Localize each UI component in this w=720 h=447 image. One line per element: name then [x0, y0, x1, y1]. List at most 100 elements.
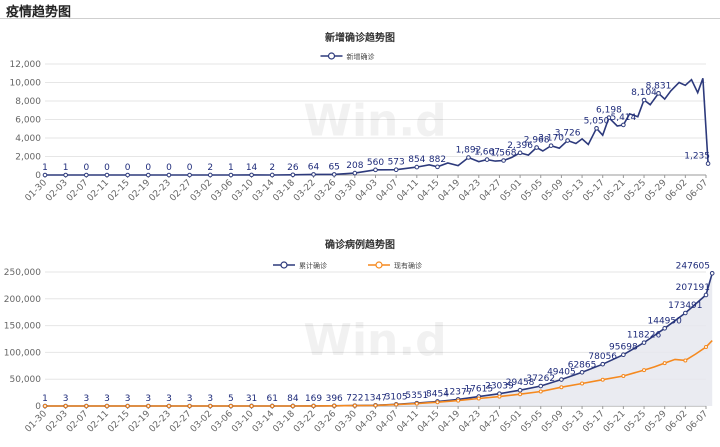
data-point	[42, 172, 48, 178]
x-tick-label: 04-23	[457, 178, 483, 204]
data-label: 3	[207, 394, 213, 404]
data-point	[538, 383, 544, 389]
data-label: 1	[42, 163, 48, 173]
data-point	[683, 358, 688, 363]
data-point	[534, 145, 539, 150]
data-label: 31	[246, 394, 257, 404]
data-label: 1,568	[491, 148, 517, 158]
data-label: 3	[187, 394, 193, 404]
data-label: 118226	[627, 331, 662, 341]
data-label: 5351	[405, 391, 428, 401]
x-tick-label: 04-27	[478, 409, 504, 435]
x-tick-label: 05-01	[499, 178, 525, 204]
data-point	[594, 125, 599, 131]
data-point	[311, 403, 316, 408]
data-label: 882	[429, 155, 446, 165]
legend-swatch-marker	[327, 52, 336, 60]
x-tick-label: 05-25	[623, 178, 649, 204]
data-label: 95698	[609, 343, 638, 353]
x-tick-label: 03-30	[333, 409, 359, 435]
x-tick-label: 02-19	[127, 178, 153, 204]
x-tick-label: 02-23	[147, 409, 173, 435]
data-label: 573	[388, 158, 405, 168]
data-label: 169	[305, 394, 322, 404]
data-point	[517, 150, 523, 156]
x-tick-label: 04-27	[478, 178, 504, 204]
x-tick-label: 04-03	[354, 178, 380, 204]
data-point	[352, 170, 358, 176]
data-point	[548, 143, 554, 148]
data-label: 5	[228, 394, 234, 404]
data-label: 208	[346, 161, 363, 171]
data-point	[373, 403, 378, 408]
data-point	[228, 172, 234, 178]
y-tick-label: 6,000	[15, 116, 41, 126]
x-tick-label: 02-23	[147, 178, 173, 204]
data-point	[166, 172, 172, 178]
data-point	[518, 392, 523, 397]
data-label: 1	[228, 163, 234, 173]
x-tick-label: 03-10	[230, 178, 256, 204]
data-label: 3105	[385, 392, 408, 402]
data-point	[705, 161, 711, 166]
data-label: 84	[287, 394, 299, 404]
data-label: 8,104	[631, 88, 657, 98]
y-tick-label: 4,000	[15, 134, 41, 144]
data-point	[456, 398, 461, 403]
data-label: 396	[326, 394, 343, 404]
data-point	[559, 385, 564, 390]
x-tick-label: 03-14	[251, 409, 277, 435]
data-point	[331, 172, 337, 177]
x-tick-label: 02-03	[44, 178, 70, 204]
data-point	[373, 167, 378, 173]
data-point	[683, 310, 688, 316]
x-tick-label: 03-22	[292, 178, 318, 204]
y-tick-label: 0	[35, 402, 41, 412]
series-area	[45, 273, 713, 406]
data-label: 37262	[526, 374, 555, 384]
x-tick-label: 02-07	[65, 178, 91, 204]
x-tick-label: 05-09	[540, 409, 566, 435]
data-label: 560	[367, 158, 384, 168]
x-tick-label: 04-11	[395, 178, 421, 204]
data-point	[207, 172, 213, 178]
data-point	[641, 97, 647, 103]
data-point	[249, 172, 254, 178]
data-label: 854	[408, 155, 425, 165]
data-point	[393, 167, 399, 172]
data-label: 6,198	[596, 106, 622, 116]
data-point	[187, 172, 192, 178]
data-point	[435, 164, 440, 170]
data-point	[497, 394, 502, 399]
data-label: 14	[246, 163, 258, 173]
data-label: 3	[104, 394, 110, 404]
x-tick-label: 03-26	[313, 409, 339, 435]
data-label: 1	[42, 394, 48, 404]
data-point	[559, 377, 564, 382]
data-point	[104, 403, 109, 408]
data-point	[621, 373, 626, 378]
data-label: 247605	[676, 261, 710, 271]
legend-item: 现有确诊	[368, 261, 422, 270]
x-tick-label: 04-07	[375, 178, 401, 204]
legend-swatch-marker	[280, 261, 288, 269]
x-tick-label: 05-05	[519, 409, 545, 435]
data-point	[249, 403, 254, 408]
data-point	[435, 400, 440, 405]
x-tick-label: 05-01	[499, 409, 525, 435]
x-tick-label: 04-15	[416, 409, 442, 435]
data-point	[125, 172, 130, 178]
x-tick-label: 05-21	[602, 178, 628, 204]
data-point	[414, 401, 419, 406]
data-label: 1,892	[456, 145, 482, 155]
data-point	[703, 292, 709, 298]
x-tick-label: 03-30	[333, 178, 359, 204]
data-label: 5,414	[610, 113, 636, 123]
data-label: 12377	[444, 387, 473, 397]
y-tick-label: 50,000	[10, 375, 42, 385]
y-tick-label: 200,000	[4, 295, 41, 305]
data-label: 62865	[568, 360, 597, 370]
data-label: 2,396	[507, 141, 533, 151]
y-tick-label: 250,000	[4, 268, 41, 278]
x-tick-label: 05-25	[623, 409, 649, 435]
